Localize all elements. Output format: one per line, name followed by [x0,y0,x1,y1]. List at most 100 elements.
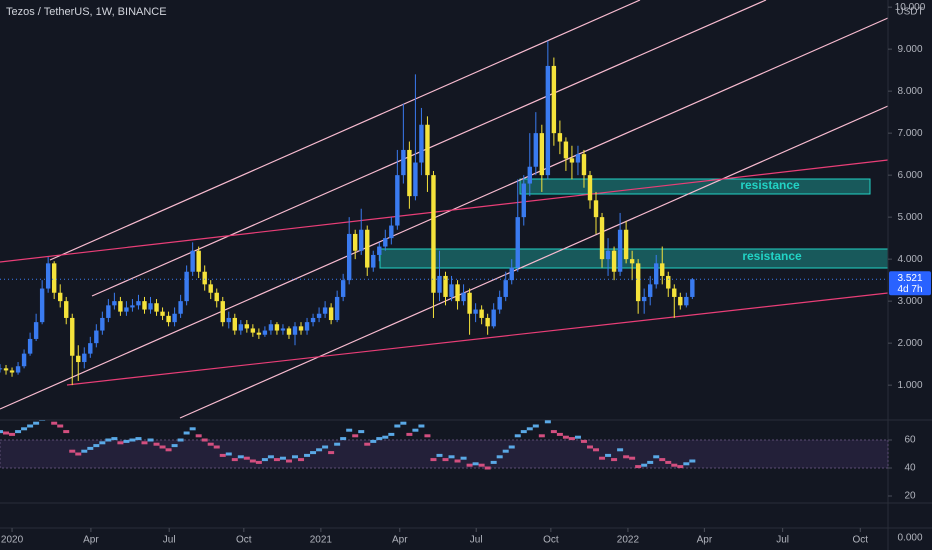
rsi-point [599,456,606,460]
rsi-point [526,427,533,431]
candle-body [220,301,225,323]
drawings: resistance resistance [0,0,889,419]
rsi-point [334,442,341,446]
candle-body [250,328,256,333]
candle-body [617,229,623,272]
candle-body [232,317,237,331]
rsi-tick-label: 40 [904,463,916,474]
candle-body [599,217,605,260]
rsi-point [586,445,593,449]
rsi-point [153,442,160,446]
rsi-point [460,456,467,460]
candle-body [70,317,75,356]
rsi-point [111,437,118,441]
rsi-point [448,455,455,459]
rsi-point [514,434,521,438]
rsi-point [273,458,280,462]
candle-body [214,292,219,302]
resistance-zone [379,248,889,269]
rsi-point [382,435,389,439]
x-tick-label: Jul [163,535,176,546]
candle-body [340,280,346,297]
rsi-point [623,455,630,459]
candle-body [244,324,250,329]
rsi-point [63,430,70,434]
lower-pane-tick-label: 0.000 [897,533,922,544]
y-tick-label: 5.000 [897,212,922,223]
x-tick-label: Jul [776,535,789,546]
rsi-point [195,434,202,438]
candle-body [160,311,165,316]
rsi-point [593,448,600,452]
rsi-point [556,432,563,436]
candle-body [467,292,472,314]
rsi-point [57,424,64,428]
annotation: resistance [740,178,800,192]
rsi-point [689,459,696,463]
candle-body [310,317,316,323]
rsi-point [442,458,449,462]
candle-body [365,229,370,268]
candle-body [473,309,478,314]
candle-body [623,229,629,260]
rsi-point [279,456,286,460]
rsi-point [33,421,40,425]
rsi-point [231,458,238,462]
resistance-zone [519,178,871,195]
rsi-point [568,437,575,441]
rsi-point [141,441,148,445]
rsi-point [659,458,666,462]
rsi-point [69,449,76,453]
candle-body [678,296,683,306]
rsi-point [93,444,100,448]
candle-body [316,313,322,318]
rsi-point [388,432,395,436]
rsi-point [159,445,166,449]
rsi-point [436,453,443,457]
candle-body [9,370,15,373]
candle-body [443,275,448,297]
rsi-point [665,460,672,464]
rsi-point [27,424,34,428]
y-tick-label: 2.000 [897,338,922,349]
rsi-point [316,448,323,452]
candle-body [130,305,135,308]
candle-body [124,307,129,312]
candle-body [503,280,508,297]
candle-body [112,301,117,306]
rsi-point [237,455,244,459]
candle-body [256,332,262,335]
candle-body [569,158,575,163]
rsi-point [358,430,365,434]
candle-body [455,284,460,302]
rsi-point [478,463,485,467]
rsi-point [165,448,172,452]
candle-body [515,217,520,268]
rsi-point [15,430,22,434]
rsi-band [0,439,889,469]
candle-body [431,175,436,293]
rsi-point [207,442,214,446]
candle-body [521,183,526,218]
candle-body [551,65,557,134]
rsi-point [189,427,196,431]
rsi-point [466,463,473,467]
rsi-point [394,424,401,428]
rsi-point [3,431,10,435]
candle-body [666,275,671,289]
rsi-point [605,453,612,457]
rsi-point [99,441,106,445]
channel-line [179,105,889,419]
rsi-point [574,435,581,439]
rsi-point [352,434,359,438]
candle-body [407,149,412,197]
y-tick-label: 8.000 [897,86,922,97]
candle-body [208,284,213,293]
rsi-point [617,448,624,452]
candle-body [15,366,21,373]
candle-body [660,263,665,276]
candle-body [58,292,63,302]
rsi-point [406,432,413,436]
rsi-point [322,445,329,449]
rsi-point [484,466,491,470]
